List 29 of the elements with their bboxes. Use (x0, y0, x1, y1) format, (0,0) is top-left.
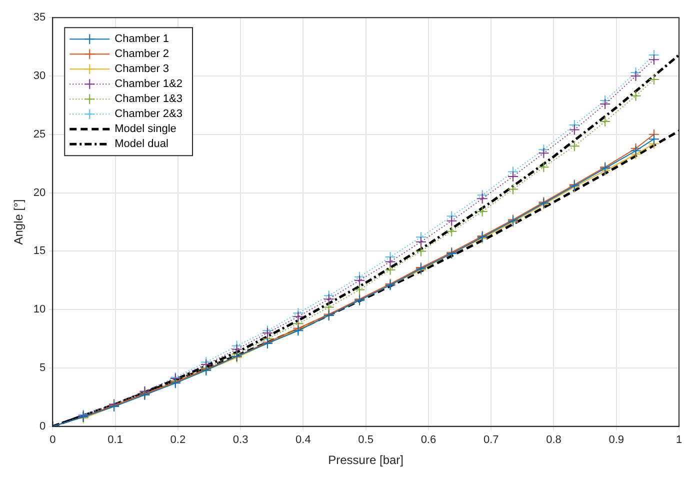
y-tick-label: 10 (33, 304, 46, 316)
x-tick-label: 0 (50, 434, 56, 446)
x-tick-label: 0.4 (296, 434, 311, 446)
x-tick-label: 0.7 (483, 434, 499, 446)
y-tick-label: 0 (40, 420, 46, 432)
y-tick-label: 25 (33, 128, 46, 140)
x-tick-label: 0.9 (608, 434, 624, 446)
x-tick-label: 0.8 (546, 434, 562, 446)
x-tick-label: 0.3 (232, 434, 248, 446)
x-tick-label: 0.6 (420, 434, 436, 446)
legend-label: Model dual (114, 138, 168, 150)
x-tick-label: 1 (676, 434, 682, 446)
legend-label: Chamber 1 (114, 33, 170, 46)
y-axis-title: Angle [°] (12, 199, 26, 245)
y-tick-label: 5 (40, 362, 46, 374)
x-tick-label: 0.2 (170, 434, 186, 446)
legend-label: Chamber 3 (114, 63, 170, 76)
y-tick-label: 20 (33, 186, 46, 199)
legend-label: Chamber 1&3 (114, 93, 183, 106)
y-tick-label: 35 (33, 12, 46, 24)
y-tick-label: 30 (33, 70, 46, 82)
legend-label: Model single (114, 123, 176, 136)
x-tick-label: 0.1 (108, 434, 123, 446)
y-tick-label: 15 (33, 245, 46, 258)
x-axis-title: Pressure [bar] (328, 453, 404, 468)
x-tick-label: 0.5 (358, 434, 374, 446)
legend-label: Chamber 2&3 (114, 108, 183, 120)
legend-label: Chamber 2 (114, 48, 170, 60)
legend-label: Chamber 1&2 (114, 78, 183, 90)
